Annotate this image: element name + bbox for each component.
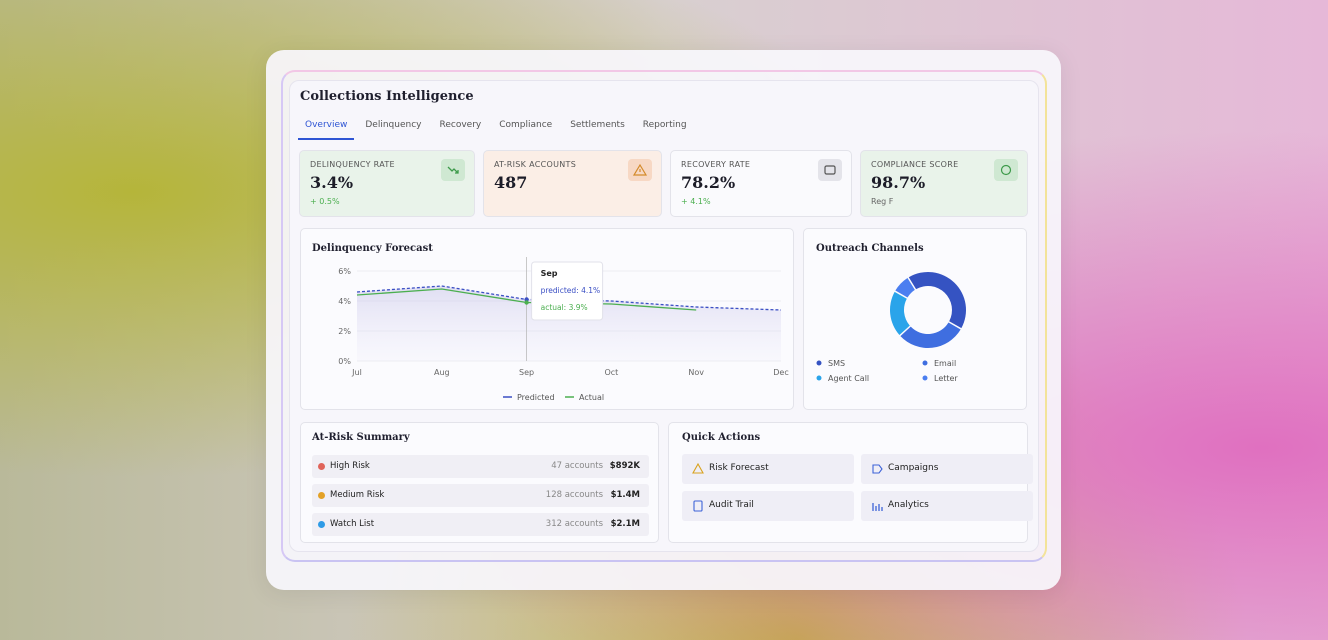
x-tick-label: Nov: [688, 368, 704, 377]
kpi-value: 3.4%: [310, 173, 354, 192]
tab[interactable]: Overview: [298, 114, 355, 140]
kpi-icon: [818, 159, 842, 181]
status-dot: [318, 463, 325, 470]
tab[interactable]: Compliance: [499, 120, 553, 130]
kpi-icon: [628, 159, 652, 181]
tooltip-value: actual: 3.9%: [541, 303, 588, 312]
at-risk-panel: At-Risk Summary High Risk 47 accounts $892…: [300, 422, 659, 543]
y-tick-label: 2%: [338, 327, 351, 336]
kpi-value: 78.2%: [681, 173, 736, 192]
line: [356, 285, 782, 311]
tooltip-title: Sep: [541, 269, 558, 278]
x-tick-label: Jul: [351, 368, 362, 377]
row-name: Watch List: [330, 519, 375, 529]
tooltip-value: predicted: 4.1%: [541, 286, 601, 295]
kpi-note: + 4.1%: [681, 197, 711, 206]
legend-swatch: [816, 360, 822, 366]
legend-label: Email: [934, 359, 956, 368]
status-dot: [318, 492, 325, 499]
legend-label: SMS: [828, 359, 845, 368]
frame: [281, 70, 1047, 562]
action-label: Analytics: [888, 500, 929, 510]
line-chart: Delinquency Forecast 0% 2% 4% 6% Jul Aug Sep Oc…: [300, 228, 794, 410]
row-name: High Risk: [330, 461, 370, 471]
kpi-icon: [441, 159, 465, 181]
quick-action[interactable]: Analytics: [861, 491, 1033, 521]
donut-segment: [895, 278, 915, 298]
action-label: Risk Forecast: [709, 463, 769, 473]
kpi-card: RECOVERY RATE 78.2% + 4.1%: [670, 150, 852, 217]
kpi-value: 487: [494, 173, 528, 192]
kpi-label: COMPLIANCE SCORE: [871, 160, 959, 169]
x-tick-label: Sep: [519, 368, 534, 377]
action-label: Audit Trail: [709, 500, 754, 510]
kpi-card: COMPLIANCE SCORE 98.7% Reg F: [860, 150, 1028, 217]
quick-actions-panel: Quick Actions Risk Forecast Campaigns Audi…: [668, 422, 1033, 543]
legend-swatch: [922, 375, 928, 381]
x-tick-label: Aug: [434, 368, 450, 377]
tab[interactable]: Reporting: [642, 120, 687, 130]
panel-title: Quick Actions: [682, 432, 761, 443]
kpi-label: DELINQUENCY RATE: [310, 160, 395, 169]
status-dot: [318, 521, 325, 528]
panel-title: At-Risk Summary: [312, 432, 410, 443]
kpi-icon: [994, 159, 1018, 181]
row-name: Medium Risk: [330, 490, 385, 500]
tab[interactable]: Settlements: [570, 120, 625, 130]
y-tick-label: 6%: [338, 267, 351, 276]
action-icon: [693, 500, 703, 512]
quick-action[interactable]: Campaigns: [861, 454, 1033, 484]
legend-label: Agent Call: [828, 374, 869, 383]
kpi-note: Reg F: [871, 197, 894, 206]
legend-label: Predicted: [517, 393, 555, 402]
row-amount: $1.4M: [610, 490, 640, 500]
quick-action[interactable]: Audit Trail: [682, 491, 854, 521]
y-tick-label: 4%: [338, 297, 351, 306]
legend-swatch: [816, 375, 822, 381]
area: [357, 286, 781, 361]
kpi-label: AT-RISK ACCOUNTS: [494, 160, 577, 169]
chart-title: Outreach Channels: [816, 243, 924, 254]
kpi-card: AT-RISK ACCOUNTS 487: [483, 150, 662, 217]
row-accounts: 128 accounts: [545, 490, 603, 500]
row-amount: $2.1M: [610, 519, 640, 529]
donut-segment: [908, 272, 966, 329]
kpi-card: DELINQUENCY RATE 3.4% + 0.5%: [299, 150, 475, 217]
x-tick-label: Dec: [773, 368, 788, 377]
tabs: Overview Delinquency Recovery Compliance Set…: [298, 114, 698, 140]
donut-segment: [890, 291, 910, 336]
row-accounts: 312 accounts: [545, 519, 603, 529]
hover-dot: [524, 300, 529, 305]
tab[interactable]: Delinquency: [365, 120, 422, 130]
x-tick-label: Oct: [604, 368, 618, 377]
summary-row: Medium Risk 128 accounts $1.4M: [312, 484, 649, 507]
legend-label: Actual: [579, 393, 604, 402]
quick-action[interactable]: Risk Forecast: [682, 454, 854, 484]
action-label: Campaigns: [888, 463, 939, 473]
donut-segment: [900, 322, 961, 348]
action-icon: [692, 463, 704, 474]
summary-row: High Risk 47 accounts $892K: [312, 455, 649, 478]
title: Collections Intelligence: [300, 89, 474, 104]
summary-row: Watch List 312 accounts $2.1M: [312, 513, 649, 536]
action-icon: [872, 464, 883, 474]
donut-chart: Outreach Channels SMS Email Agent Call Lett…: [803, 228, 1027, 410]
action-icon: [872, 503, 883, 511]
y-tick-label: 0%: [338, 357, 351, 366]
kpi-label: RECOVERY RATE: [681, 160, 751, 169]
kpi-value: 98.7%: [871, 173, 926, 192]
tab[interactable]: Recovery: [439, 120, 482, 130]
tooltip: [531, 261, 604, 321]
row-amount: $892K: [609, 461, 640, 471]
legend-label: Letter: [934, 374, 958, 383]
kpi-note: + 0.5%: [310, 197, 340, 206]
row-accounts: 47 accounts: [551, 461, 603, 471]
chart-title: Delinquency Forecast: [312, 243, 433, 254]
legend-swatch: [922, 360, 928, 366]
